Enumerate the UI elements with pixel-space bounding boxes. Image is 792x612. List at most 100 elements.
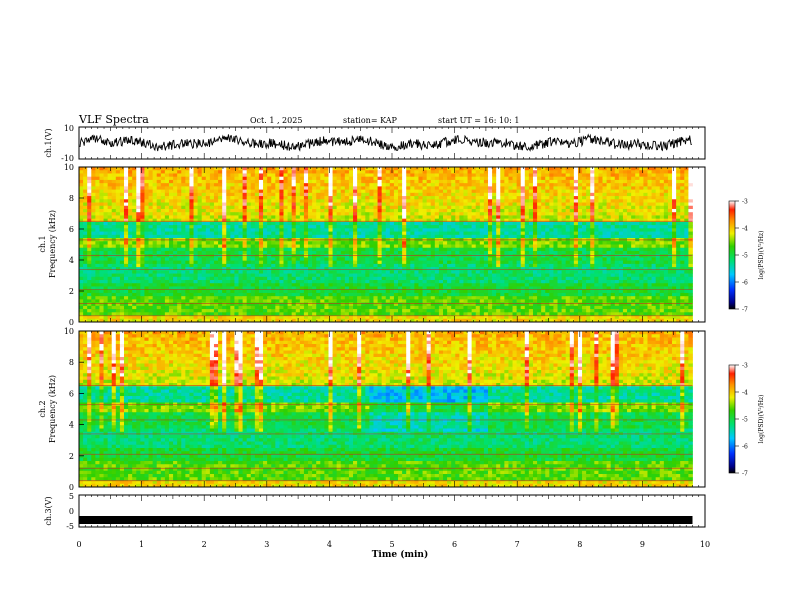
spectrogram-cell (205, 221, 211, 226)
spectrogram-cell (508, 231, 513, 236)
spectrogram-cell (496, 170, 501, 174)
spectrogram-cell (295, 205, 301, 210)
spectrogram-cell (303, 225, 309, 229)
spectrogram-cell (553, 221, 558, 226)
spectrogram-cell (148, 205, 154, 210)
spectrogram-cell (222, 179, 227, 184)
spectrogram-cell (173, 173, 178, 178)
spectrogram-cell (610, 267, 616, 271)
station-label: station= KAP (343, 116, 398, 125)
spectrogram-cell (336, 234, 342, 239)
spectrogram-cell (107, 170, 113, 174)
spectrogram-cell (516, 257, 522, 262)
spectrogram-cell (688, 215, 693, 220)
spectrogram-cell (258, 234, 264, 239)
spectrogram-cell (144, 167, 149, 171)
spectrogram-cell (577, 173, 583, 178)
spectrogram-cell (353, 215, 358, 220)
spectrogram-cell (500, 244, 505, 249)
spectrogram-cell (213, 170, 219, 174)
spectrogram-cell (353, 192, 358, 197)
spectrogram-cell (381, 257, 387, 262)
spectrogram-cell (549, 234, 554, 239)
spectrogram-cell (123, 167, 129, 171)
spectrogram-cell (303, 263, 309, 268)
spectrogram-cell (197, 205, 203, 210)
spectrogram-cell (614, 205, 620, 210)
spectrogram-cell (569, 183, 575, 187)
spectrogram-cell (226, 176, 231, 181)
spectrogram-cell (541, 254, 546, 258)
spectrogram-cell (373, 225, 378, 229)
spectrogram-cell (226, 247, 231, 252)
spectrogram-cell (496, 241, 501, 245)
spectrogram-cell (91, 254, 96, 258)
spectrogram-cell (410, 254, 415, 258)
spectrogram-cell (132, 234, 137, 239)
spectrogram-cell (561, 247, 567, 252)
spectrogram-cell (475, 250, 481, 255)
spectrogram-cell (385, 173, 391, 178)
spectrogram-cell (226, 273, 231, 278)
spectrogram-cell (103, 231, 109, 236)
spectrogram-cell (250, 225, 256, 229)
spectrogram-cell (209, 186, 215, 191)
spectrogram-cell (340, 260, 346, 265)
spectrogram-cell (545, 221, 550, 226)
spectrogram-cell (115, 270, 121, 274)
spectrogram-cell (181, 176, 186, 181)
spectrogram-cell (479, 250, 485, 255)
spectrogram-cell (438, 179, 444, 184)
spectrogram-cell (594, 186, 599, 191)
spectrogram-cell (659, 250, 665, 255)
spectrogram-cell (136, 199, 141, 203)
spectrogram-cell (647, 241, 652, 245)
spectrogram-cell (447, 218, 452, 223)
spectrogram-cell (123, 202, 129, 207)
spectrogram-cell (168, 205, 174, 210)
spectrogram-cell (377, 196, 383, 200)
spectrogram-cell (348, 254, 354, 258)
spectrogram-cell (594, 176, 599, 181)
spectrogram-cell (348, 173, 354, 178)
spectrogram-cell (99, 250, 104, 255)
spectrogram-cell (614, 199, 620, 203)
spectrogram-cell (254, 189, 260, 194)
spectrogram-cell (283, 186, 288, 191)
spectrogram-cell (213, 208, 219, 213)
spectrogram-cell (173, 183, 178, 187)
spectrogram-cell (627, 186, 632, 191)
spectrogram-cell (418, 189, 423, 194)
spectrogram-cell (561, 199, 567, 203)
spectrogram-cell (676, 231, 681, 236)
spectrogram-cell (684, 170, 689, 174)
spectrogram-cell (173, 241, 178, 245)
spectrogram-cell (414, 179, 419, 184)
spectrogram-cell (402, 196, 407, 200)
spectrogram-cell (361, 241, 366, 245)
spectrogram-cell (635, 202, 640, 207)
spectrogram-cell (181, 192, 186, 197)
spectrogram-cell (193, 176, 199, 181)
spectrogram-cell (557, 167, 562, 171)
spectrogram-cell (156, 183, 162, 187)
spectrogram-cell (242, 196, 248, 200)
spectrogram-cell (643, 215, 648, 220)
spectrogram-cell (459, 234, 464, 239)
spectrogram-cell (324, 263, 329, 268)
spectrogram-cell (218, 212, 223, 216)
spectrogram-cell (663, 208, 669, 213)
spectrogram-cell (353, 199, 358, 203)
spectrogram-cell (312, 189, 317, 194)
spectrogram-cell (250, 247, 256, 252)
spectrogram-cell (250, 231, 256, 236)
spectrogram-cell (516, 196, 522, 200)
spectrogram-cell (291, 215, 297, 220)
spectrogram-cell (189, 250, 194, 255)
spectrogram-cell (582, 202, 587, 207)
spectrogram-cell (447, 215, 452, 220)
spectrogram-cell (246, 254, 252, 258)
spectrogram-cell (483, 192, 489, 197)
spectrogram-cell (193, 183, 199, 187)
spectrogram-cell (545, 250, 550, 255)
